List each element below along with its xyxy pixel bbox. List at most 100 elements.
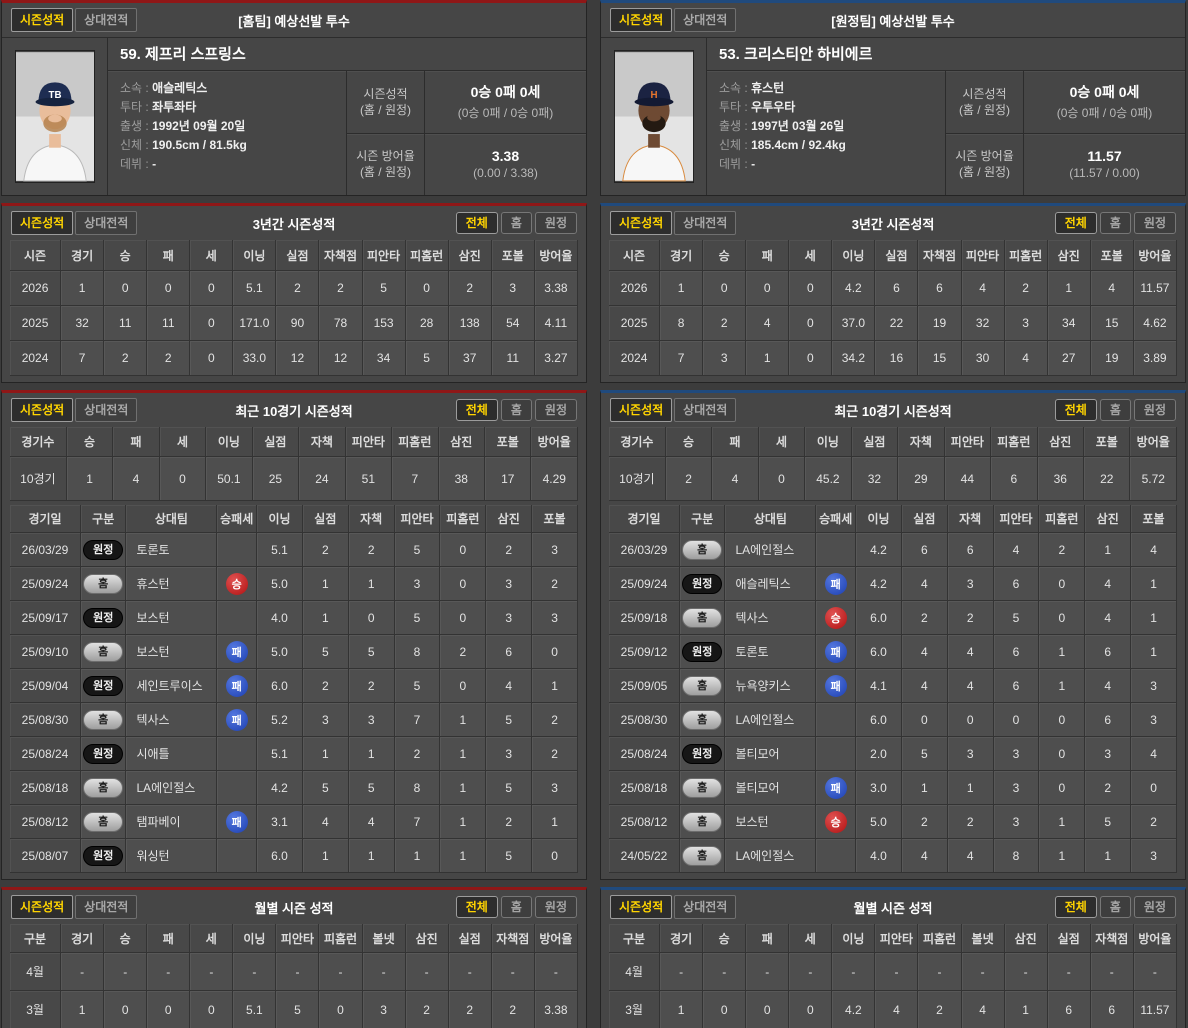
game-log-row: 26/03/29 원정 토론토 5.1 2 2 5 0 2 3 xyxy=(10,533,578,567)
filter-all[interactable]: 전체 xyxy=(455,896,498,918)
cell: 5.0 xyxy=(856,805,902,839)
section-title: 최근 10경기 시즌성적 xyxy=(834,403,952,419)
column-header: 자책 xyxy=(348,505,395,533)
cell: 3 xyxy=(348,703,395,737)
filter-away[interactable]: 원정 xyxy=(534,399,577,421)
cell: 보스턴 xyxy=(126,635,218,669)
filter-away[interactable]: 원정 xyxy=(1133,212,1176,234)
table-row: 2024 7 3 1 0 34.2 16 15 30 4 27 19 3.89 xyxy=(609,341,1177,376)
column-header: 포볼 xyxy=(532,505,578,533)
tab-season-stats[interactable]: 시즌성적 xyxy=(610,211,673,235)
tab-season-stats[interactable]: 시즌성적 xyxy=(610,895,673,919)
cell: 26/03/29 xyxy=(10,533,81,567)
stat-tabs: 시즌성적 상대전적 xyxy=(610,398,742,422)
tab-season-stats[interactable]: 시즌성적 xyxy=(11,8,74,32)
stat-label-text: 시즌 방어율 xyxy=(356,149,415,164)
cell: 32 xyxy=(961,306,1005,341)
cell: 패 xyxy=(816,771,857,805)
cell: 5 xyxy=(348,635,395,669)
tab-season-stats[interactable]: 시즌성적 xyxy=(610,398,673,422)
cell: 4 xyxy=(1090,271,1134,306)
filter-all[interactable]: 전체 xyxy=(1054,399,1097,421)
tab-head-to-head[interactable]: 상대전적 xyxy=(674,8,737,32)
cell: 패 xyxy=(217,669,258,703)
cell: 5.2 xyxy=(257,703,303,737)
filter-all[interactable]: 전체 xyxy=(1054,896,1097,918)
filter-away[interactable]: 원정 xyxy=(1133,896,1176,918)
filter-home[interactable]: 홈 xyxy=(500,212,532,234)
section-header: 시즌성적 상대전적 월별 시즌 성적 전체 홈 원정 xyxy=(2,890,586,924)
column-header: 자책 xyxy=(947,505,994,533)
cell: 4 xyxy=(901,839,948,873)
table-row: 2025 8 2 4 0 37.0 22 19 32 3 34 15 4.62 xyxy=(609,306,1177,341)
cell: 1 xyxy=(348,567,395,601)
cell: - xyxy=(789,953,833,991)
filter-away[interactable]: 원정 xyxy=(534,896,577,918)
cell: 승 xyxy=(816,805,857,839)
cell: 텍사스 xyxy=(126,703,218,737)
cell: 6 xyxy=(918,271,962,306)
cell: 3 xyxy=(1131,669,1177,703)
filter-all[interactable]: 전체 xyxy=(455,399,498,421)
filter-home[interactable]: 홈 xyxy=(1099,212,1131,234)
stat-label-text: 시즌성적 xyxy=(363,86,408,101)
tab-head-to-head[interactable]: 상대전적 xyxy=(674,211,737,235)
cell: LA에인절스 xyxy=(126,771,218,805)
season-record-value: 0승 0패 0세 (0승 0패 / 0승 0패) xyxy=(425,71,586,133)
tab-head-to-head[interactable]: 상대전적 xyxy=(674,398,737,422)
stat-tabs: 시즌성적 상대전적 xyxy=(11,895,143,919)
filter-all[interactable]: 전체 xyxy=(1054,212,1097,234)
cell: 2 xyxy=(901,601,948,635)
tab-head-to-head[interactable]: 상대전적 xyxy=(75,398,138,422)
column-header: 실점 xyxy=(1047,924,1091,953)
cell: 2 xyxy=(147,341,191,376)
tab-head-to-head[interactable]: 상대전적 xyxy=(674,895,737,919)
column-header: 구분 xyxy=(81,505,127,533)
tab-season-stats[interactable]: 시즌성적 xyxy=(11,211,74,235)
cell: 1 xyxy=(440,771,487,805)
monthly-table: 구분 경기 승 패 세 이닝 피안타 피홈런 볼넷 삼진 실점 자책점 방어율 4월 - - - - - - - - - -… xyxy=(609,924,1177,1028)
cell: 25/09/17 xyxy=(10,601,81,635)
filter-away[interactable]: 원정 xyxy=(534,212,577,234)
filter-home[interactable]: 홈 xyxy=(500,896,532,918)
filter-all[interactable]: 전체 xyxy=(455,212,498,234)
filter-home[interactable]: 홈 xyxy=(1099,399,1131,421)
cell: - xyxy=(660,953,704,991)
cell: 1 xyxy=(532,669,578,703)
column-header: 이닝 xyxy=(856,505,902,533)
cell: 2 xyxy=(348,669,395,703)
table-row: 2026 1 0 0 0 4.2 6 6 4 2 1 4 11.57 xyxy=(609,271,1177,306)
tab-head-to-head[interactable]: 상대전적 xyxy=(75,895,138,919)
away-badge: 원정 xyxy=(83,539,124,560)
filter-away[interactable]: 원정 xyxy=(1133,399,1176,421)
tab-season-stats[interactable]: 시즌성적 xyxy=(11,398,74,422)
game-log-row: 25/08/07 원정 워싱턴 6.0 1 1 1 1 5 0 xyxy=(10,839,578,873)
header-row: 경기일 구분 상대팀 승패세 이닝 실점 자책 피안타 피홈런 삼진 포볼 xyxy=(10,505,578,533)
cell: 4 xyxy=(947,669,994,703)
tab-season-stats[interactable]: 시즌성적 xyxy=(11,895,74,919)
filter-home[interactable]: 홈 xyxy=(500,399,532,421)
season-stat-boxes: 시즌성적 (홈 / 원정) 0승 0패 0세 (0승 0패 / 0승 0패) xyxy=(945,71,1185,195)
cell: 5.1 xyxy=(233,271,277,306)
cell: 0 xyxy=(190,271,234,306)
cell: 34.2 xyxy=(832,341,876,376)
scope-filters: 전체 홈 원정 xyxy=(1044,212,1176,234)
cell: 홈 xyxy=(81,635,127,669)
column-header: 세 xyxy=(758,427,806,457)
tab-head-to-head[interactable]: 상대전적 xyxy=(75,211,138,235)
cell: 2 xyxy=(1131,805,1177,839)
column-header: 삼진 xyxy=(486,505,533,533)
cell: 1 xyxy=(1085,839,1132,873)
three-year-table: 시즌 경기 승 패 세 이닝 실점 자책점 피안타 피홈런 삼진 포볼 방어율 2026 1 0 0 0 5.1 2… xyxy=(10,240,578,376)
cell: 1 xyxy=(302,737,349,771)
away-badge: 원정 xyxy=(83,607,124,628)
player-info-line: 신체 : 185.4cm / 92.4kg xyxy=(719,138,846,152)
player-info-line: 투타 : 우투우타 xyxy=(719,100,796,114)
player-summary: 53. 크리스티안 하비에르 소속 : 휴스턴 투타 : 우투우타 출생 : 199… xyxy=(707,38,1185,195)
cell: 0 xyxy=(532,635,578,669)
filter-home[interactable]: 홈 xyxy=(1099,896,1131,918)
tab-season-stats[interactable]: 시즌성적 xyxy=(610,8,673,32)
tab-head-to-head[interactable]: 상대전적 xyxy=(75,8,138,32)
cell: 홈 xyxy=(81,703,127,737)
cell: 4 xyxy=(1131,533,1177,567)
